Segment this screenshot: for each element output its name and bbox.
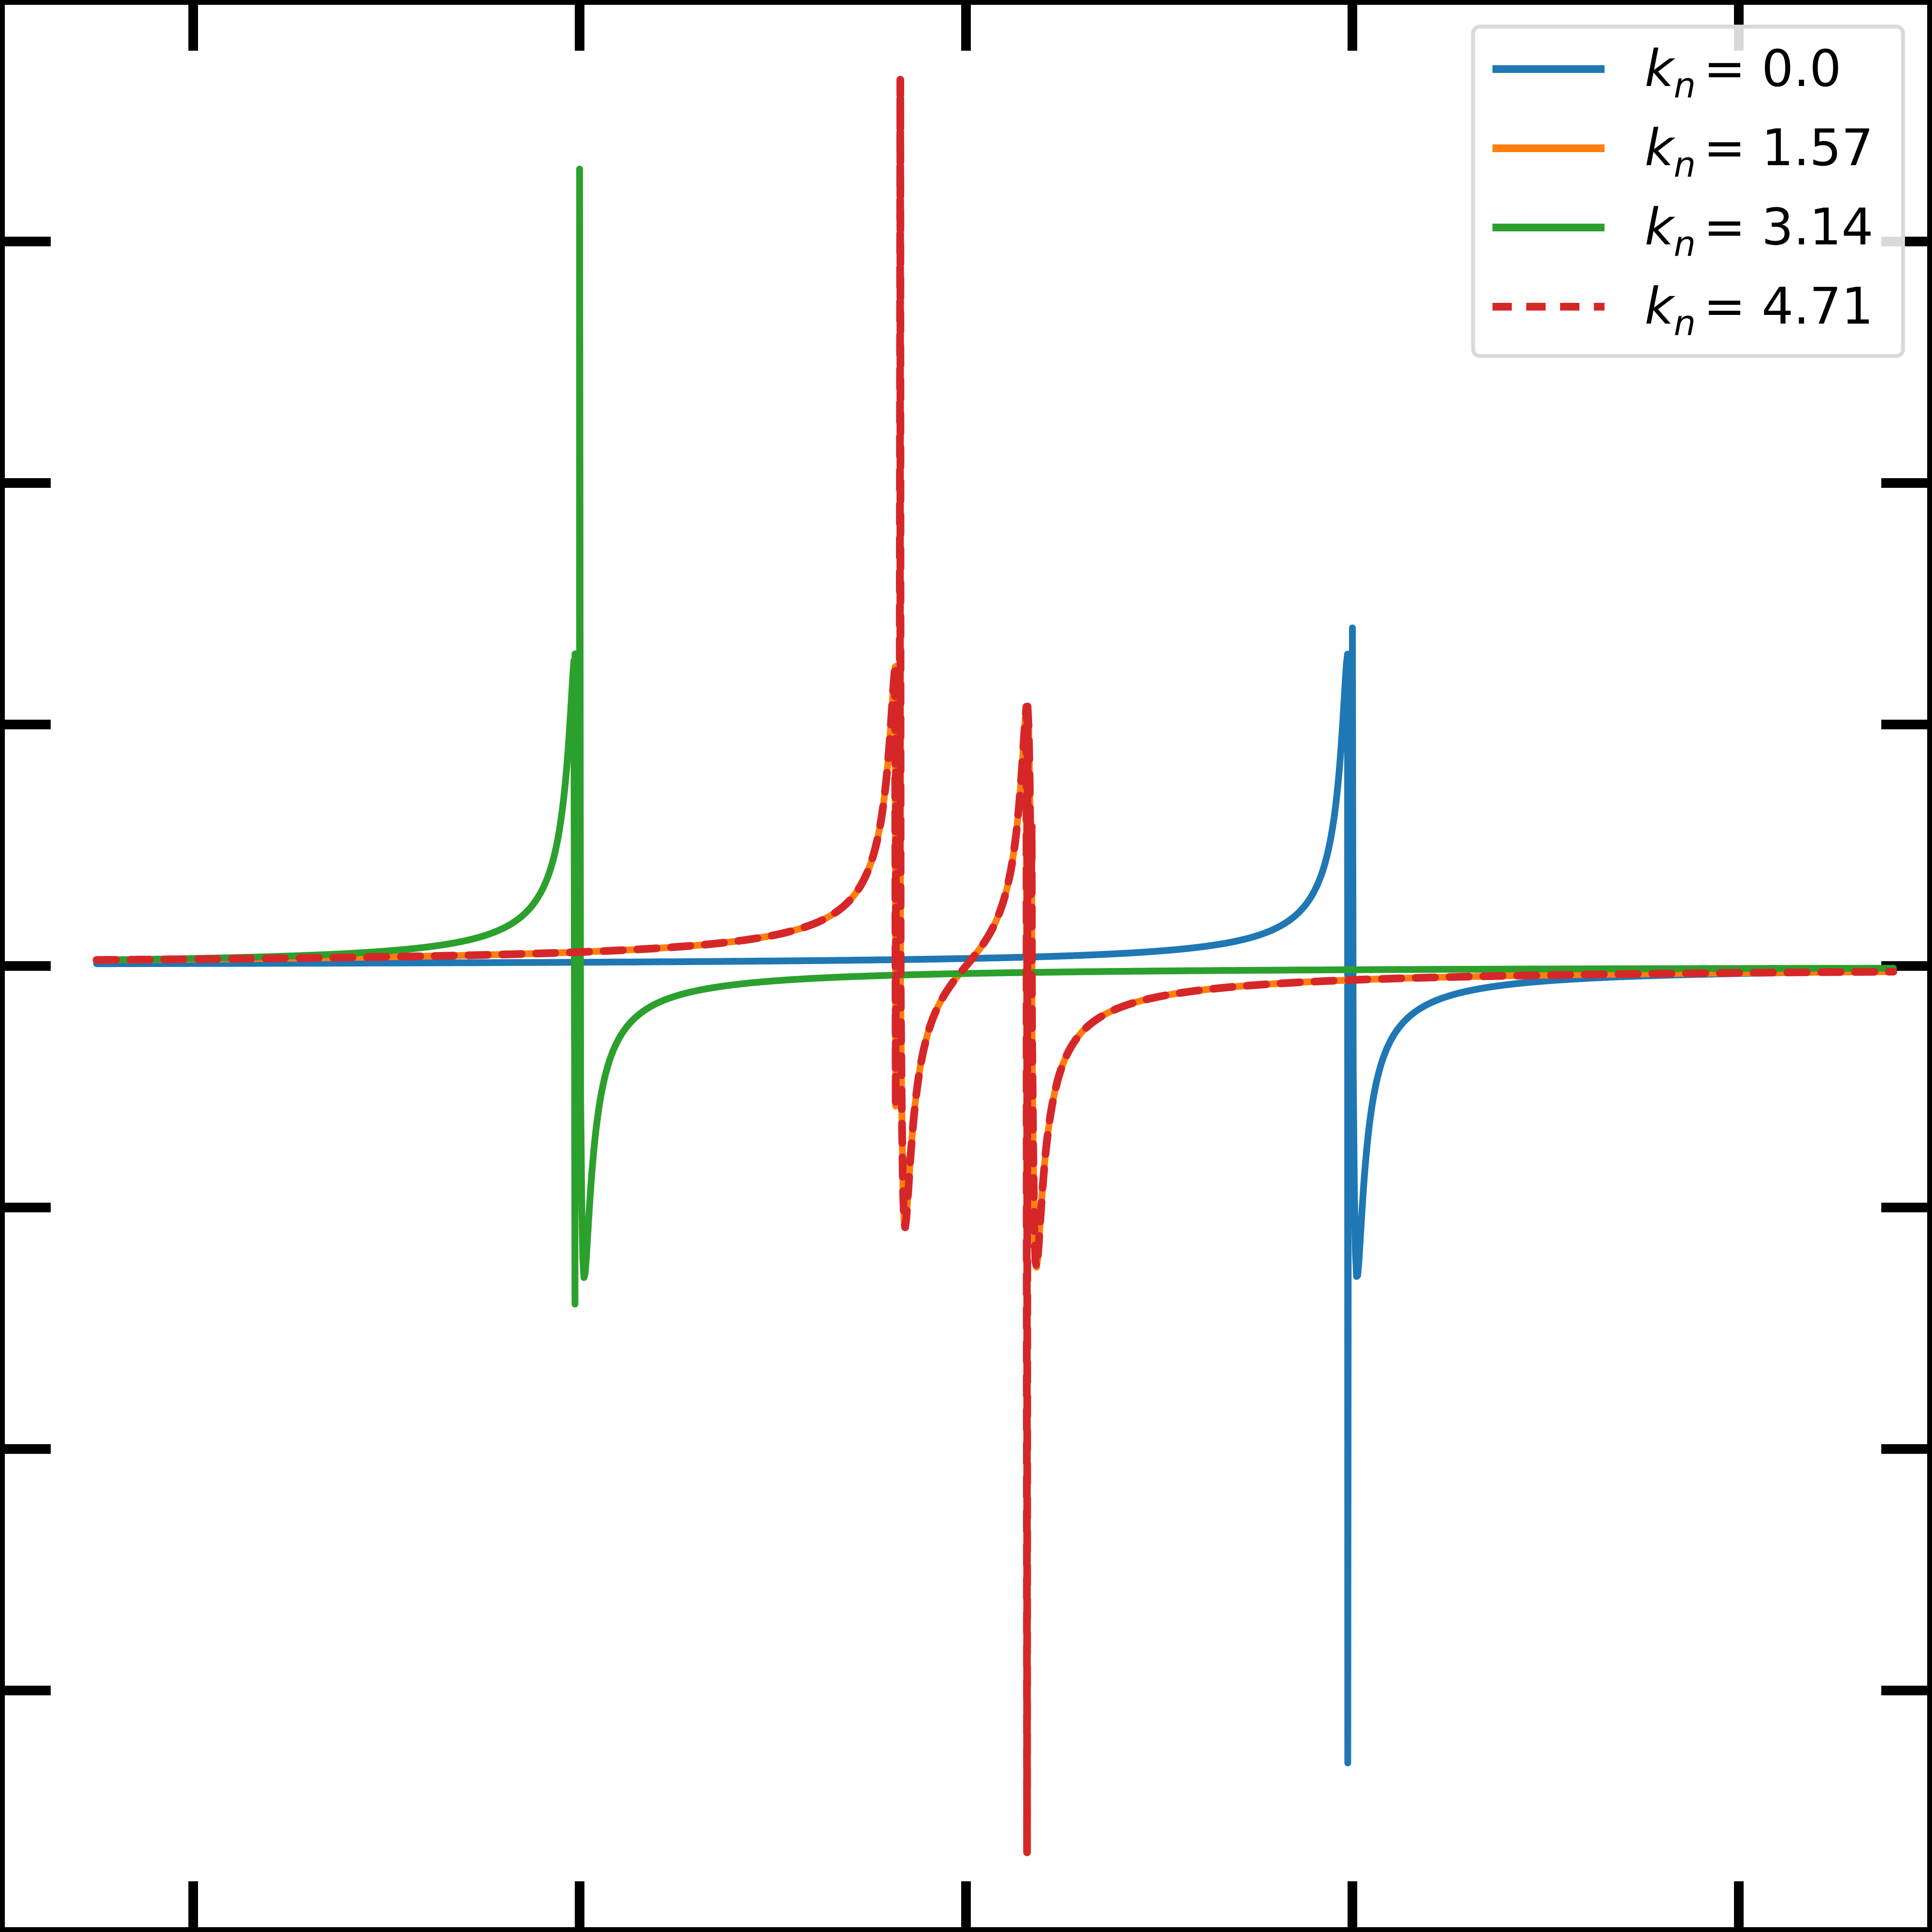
legend-label-value: = 1.57 (1704, 118, 1874, 177)
legend-label-base: k (1645, 198, 1676, 256)
legend-box (1471, 25, 1905, 358)
legend-label-2: kn = 3.14 (1645, 198, 1874, 264)
legend-label-base: k (1645, 277, 1676, 336)
series-line-2 (93, 166, 1897, 1307)
legend-label-value: = 3.14 (1704, 198, 1874, 256)
legend-label-1: kn = 1.57 (1645, 118, 1874, 185)
legend-label-sub: n (1674, 65, 1696, 106)
legend-label-sub: n (1674, 144, 1696, 185)
legend-label-3: kn = 4.71 (1645, 277, 1874, 343)
legend-label-sub: n (1674, 303, 1696, 343)
legend-label-sub: n (1674, 224, 1696, 264)
legend-label-base: k (1645, 118, 1676, 177)
series-line-3 (93, 76, 1897, 1856)
plot-lines (93, 76, 1897, 1856)
legend-label-0: kn = 0.0 (1645, 39, 1841, 106)
legend-label-value: = 0.0 (1704, 39, 1842, 98)
legend-label-base: k (1645, 39, 1676, 98)
legend-label-value: = 4.71 (1704, 277, 1874, 336)
